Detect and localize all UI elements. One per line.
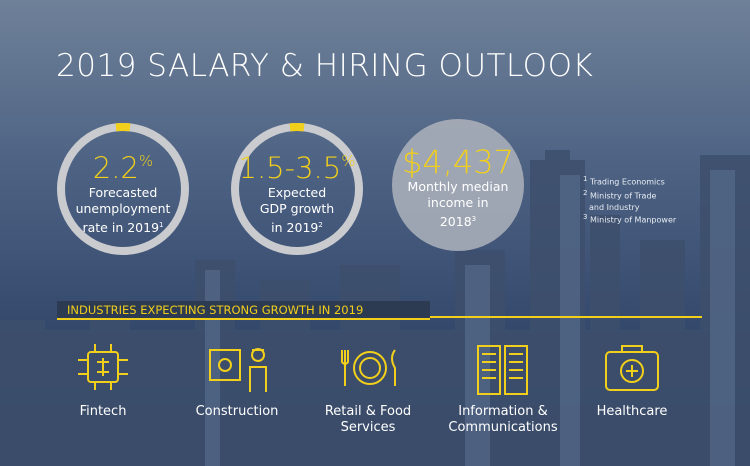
stat-circle xyxy=(392,119,524,251)
industry-label: Fintech xyxy=(79,404,127,419)
industry-label: Information & xyxy=(458,404,548,419)
stat: $4,437 Monthly median income in 20183 xyxy=(378,145,538,230)
stat-value: 2.2% xyxy=(43,144,203,185)
stat-value: $4,437 xyxy=(378,145,538,179)
industry: Healthcare xyxy=(562,404,702,420)
stat-label: Monthly median income in 20183 xyxy=(378,179,538,230)
industry: Retail & Food Services xyxy=(298,404,438,436)
industry: Information & Communications xyxy=(433,404,573,436)
label-line: Forecasted xyxy=(88,185,158,200)
stat-unit: % xyxy=(341,152,356,170)
footnote-text: Ministry of Manpower xyxy=(590,215,677,225)
stat-number: 2.2 xyxy=(92,151,139,185)
stat-unit: % xyxy=(138,152,154,170)
note-ref: 1 xyxy=(159,221,164,229)
title: 2019 SALARY & HIRING OUTLOOK xyxy=(56,48,594,84)
footnote-number: 2 xyxy=(583,189,588,197)
industry: Fintech xyxy=(33,404,173,420)
industry-label: Healthcare xyxy=(596,404,668,419)
stat-value: 1.5-3.5% xyxy=(217,144,377,185)
industry-label: Communications xyxy=(448,420,558,435)
label-line: Expected xyxy=(267,185,327,200)
industry: Construction xyxy=(167,404,307,420)
industry-label: Construction xyxy=(195,404,279,419)
label-line: unemployment xyxy=(75,201,171,216)
label-line: in 2019 xyxy=(271,220,319,236)
stat-label: Forecasted unemployment rate in 20191 xyxy=(43,185,203,236)
stat: 1.5-3.5% Expected GDP growth in 20192 xyxy=(217,144,377,236)
footnote: 3 Ministry of Manpower xyxy=(583,212,676,226)
banner: INDUSTRIES EXPECTING STRONG GROWTH IN 20… xyxy=(57,301,430,320)
label-line: Monthly median xyxy=(407,179,509,194)
label-line: income in xyxy=(427,195,489,210)
stat-number: $4,437 xyxy=(402,143,514,181)
label-line: 2018 xyxy=(439,214,472,230)
footnote-text: and Industry xyxy=(589,202,640,212)
footnote: 2 Ministry of Trade and Industry xyxy=(583,188,656,213)
footnote-number: 3 xyxy=(583,213,588,221)
note-ref: 3 xyxy=(471,215,477,223)
label-line: rate in 2019 xyxy=(82,220,160,236)
footnote-number: 1 xyxy=(583,175,588,183)
note-ref: 2 xyxy=(318,221,323,229)
footnote-text: Trading Economics xyxy=(590,177,665,187)
stat-number: 1.5-3.5 xyxy=(238,151,342,185)
label-line: GDP growth xyxy=(259,201,335,216)
stat: 2.2% Forecasted unemployment rate in 20191 xyxy=(43,144,203,236)
industry-label: Services xyxy=(340,420,396,435)
industry-label: Retail & Food xyxy=(324,404,412,419)
stat-label: Expected GDP growth in 20192 xyxy=(217,185,377,236)
icons xyxy=(78,344,659,395)
footnote-text: Ministry of Trade xyxy=(590,191,657,201)
footnote: 1 Trading Economics xyxy=(583,174,665,188)
